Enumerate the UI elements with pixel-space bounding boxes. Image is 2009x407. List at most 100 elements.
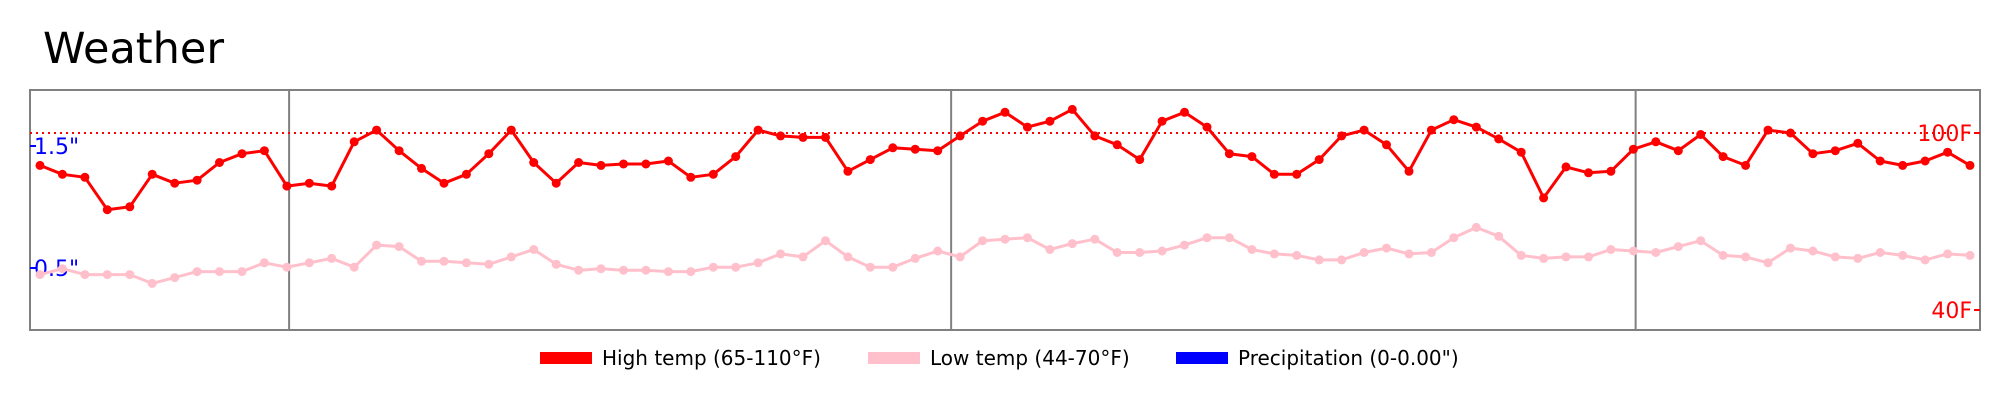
high-temp-point-59: [1337, 131, 1347, 141]
high-temp-point-24: [551, 178, 561, 188]
low-temp-point-54: [1224, 233, 1234, 243]
high-temp-point-49: [1112, 140, 1122, 150]
low-temp-point-11: [259, 258, 269, 268]
low-temp-point-44: [1000, 234, 1010, 244]
low-temp-point-17: [394, 242, 404, 252]
low-temp-point-34: [776, 249, 786, 259]
low-temp-point-6: [147, 278, 157, 288]
high-temp-point-68: [1539, 193, 1549, 203]
high-temp-point-87: [1965, 160, 1975, 170]
low-temp-point-40: [910, 253, 920, 263]
low-temp-point-68: [1539, 253, 1549, 263]
right-axis-group: 100F 40F: [1917, 122, 1980, 324]
high-temp-point-29: [663, 156, 673, 166]
low-temp-point-70: [1584, 252, 1593, 262]
high-temp-point-39: [888, 143, 898, 153]
low-temp-point-67: [1516, 250, 1526, 260]
low-temp-point-19: [439, 256, 449, 266]
high-temp-point-85: [1920, 156, 1930, 166]
low-temp-point-61: [1382, 243, 1391, 253]
high-temp-point-62: [1404, 166, 1414, 176]
high-temp-point-58: [1314, 155, 1324, 165]
low-temp-point-56: [1269, 249, 1279, 259]
low-temp-point-53: [1202, 233, 1212, 243]
low-temp-point-80: [1808, 246, 1818, 256]
high-temp-point-2: [57, 169, 67, 179]
high-temp-point-30: [686, 172, 696, 182]
low-temp-point-69: [1561, 252, 1571, 262]
low-temp-point-18: [417, 256, 426, 266]
low-temp-point-64: [1449, 233, 1459, 243]
high-temp-point-56: [1269, 169, 1279, 179]
low-temp-point-23: [529, 245, 539, 254]
high-temp-point-17: [394, 146, 404, 156]
high-temp-point-45: [1022, 122, 1032, 132]
high-temp-point-40: [910, 144, 920, 154]
low-temp-point-85: [1920, 255, 1930, 265]
low-temp-point-33: [753, 258, 763, 268]
high-temp-point-23: [529, 158, 539, 167]
legend-swatch-precip: [1176, 352, 1228, 364]
low-temp-point-21: [484, 259, 494, 269]
high-temp-point-41: [933, 146, 943, 156]
high-temp-point-10: [237, 149, 247, 159]
high-temp-point-54: [1224, 149, 1234, 159]
high-temp-point-67: [1516, 147, 1526, 157]
low-temp-point-66: [1494, 231, 1504, 241]
low-temp-point-31: [708, 262, 718, 272]
left-tick-label-1: 1.5": [34, 135, 79, 160]
high-temp-point-18: [417, 163, 426, 173]
high-temp-point-1: [35, 160, 45, 170]
high-temp-point-83: [1875, 156, 1885, 166]
high-temp-point-11: [259, 146, 269, 156]
high-temp-point-86: [1943, 147, 1953, 157]
high-temp-point-46: [1045, 116, 1055, 126]
low-temp-point-77: [1741, 252, 1751, 262]
high-temp-point-28: [641, 159, 651, 169]
high-temp-point-66: [1494, 134, 1504, 144]
high-temp-point-42: [955, 131, 965, 141]
low-temp-point-8: [192, 267, 202, 277]
high-temp-point-63: [1426, 125, 1436, 135]
low-temp-point-63: [1426, 248, 1436, 257]
high-temp-point-12: [282, 181, 292, 191]
legend: High temp (65-110°F) Low temp (44-70°F) Pr…: [540, 346, 1459, 370]
low-temp-point-35: [798, 252, 808, 262]
right-tick-label-2: 40F: [1931, 299, 1972, 324]
high-temp-point-61: [1382, 140, 1391, 150]
high-temp-point-20: [461, 169, 471, 179]
chart-title: Weather: [43, 24, 224, 74]
high-temp-point-79: [1786, 128, 1795, 138]
high-temp-point-37: [843, 166, 853, 176]
high-temp-point-34: [776, 131, 786, 141]
high-temp-point-60: [1359, 125, 1369, 135]
high-temp-point-71: [1606, 166, 1616, 176]
low-temp-point-10: [237, 267, 247, 277]
left-axis-group: 1.5"0.5": [30, 135, 79, 282]
high-temp-point-44: [1000, 107, 1010, 117]
low-temp-point-22: [506, 252, 516, 262]
high-temp-point-50: [1135, 155, 1145, 165]
low-temp-point-72: [1628, 246, 1638, 256]
low-temp-point-41: [933, 246, 943, 256]
low-temp-point-5: [125, 270, 135, 280]
low-temp-point-87: [1965, 250, 1975, 260]
high-temp-point-6: [147, 169, 157, 179]
low-temp-point-25: [574, 265, 584, 275]
low-temp-point-84: [1898, 250, 1908, 260]
high-temp-point-82: [1853, 138, 1863, 148]
high-temp-point-27: [619, 159, 628, 169]
low-temp-point-58: [1314, 255, 1324, 265]
low-temp-point-79: [1786, 243, 1795, 253]
low-temp-point-29: [663, 267, 673, 277]
low-temp-point-37: [843, 252, 853, 262]
low-temp-point-43: [978, 236, 988, 246]
high-temp-point-80: [1808, 149, 1818, 159]
high-temp-point-51: [1157, 116, 1167, 126]
high-temp-point-5: [125, 202, 135, 212]
low-temp-point-38: [865, 262, 875, 272]
high-temp-point-74: [1673, 146, 1683, 156]
low-temp-point-42: [955, 252, 965, 262]
low-temp-point-74: [1673, 242, 1683, 252]
high-temp-point-14: [327, 181, 337, 191]
